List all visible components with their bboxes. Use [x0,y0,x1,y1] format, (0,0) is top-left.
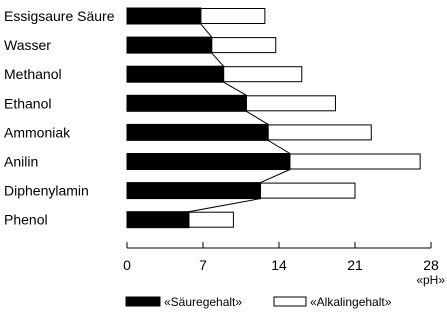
bar-alkalingehalt [223,66,303,83]
connector-line [188,8,291,228]
bar-alkalingehalt [260,182,356,199]
bar-alkalingehalt [289,153,421,170]
category-label: Essigsaure Säure [4,8,115,24]
x-tick-label: 14 [271,257,287,273]
legend-swatch-saeuregehalt [125,296,161,307]
bar-alkalingehalt [211,37,277,54]
category-label: Wasser [4,37,51,53]
bar-saeuregehalt [126,211,190,229]
x-tick-label: 0 [123,257,131,273]
category-label: Ethanol [4,95,51,111]
legend-swatch-alkalingehalt [273,296,307,307]
bar-saeuregehalt [126,182,262,200]
bar-saeuregehalt [126,36,213,54]
bar-saeuregehalt [126,65,225,83]
bar-saeuregehalt [126,123,269,141]
legend-label-alkalingehalt: «Alkalingehalt» [310,295,392,309]
category-label: Ammoniak [4,124,71,140]
bar-alkalingehalt [267,124,372,141]
category-label: Diphenylamin [4,183,89,199]
bar-alkalingehalt [245,95,336,112]
legend-label-saeuregehalt: «Säuregehalt» [164,295,242,309]
bar-alkalingehalt [188,211,234,228]
x-tick-label: 21 [347,257,363,273]
category-label: Methanol [4,66,62,82]
bar-saeuregehalt [126,7,202,25]
category-label: Anilin [4,154,38,170]
x-tick-label: 28 [423,257,439,273]
bar-saeuregehalt [126,94,247,112]
x-unit-label: «pH» [416,273,445,287]
bar-alkalingehalt [200,8,266,24]
category-label: Phenol [4,212,48,228]
x-tick-label: 7 [199,257,207,273]
bar-saeuregehalt [126,153,291,170]
